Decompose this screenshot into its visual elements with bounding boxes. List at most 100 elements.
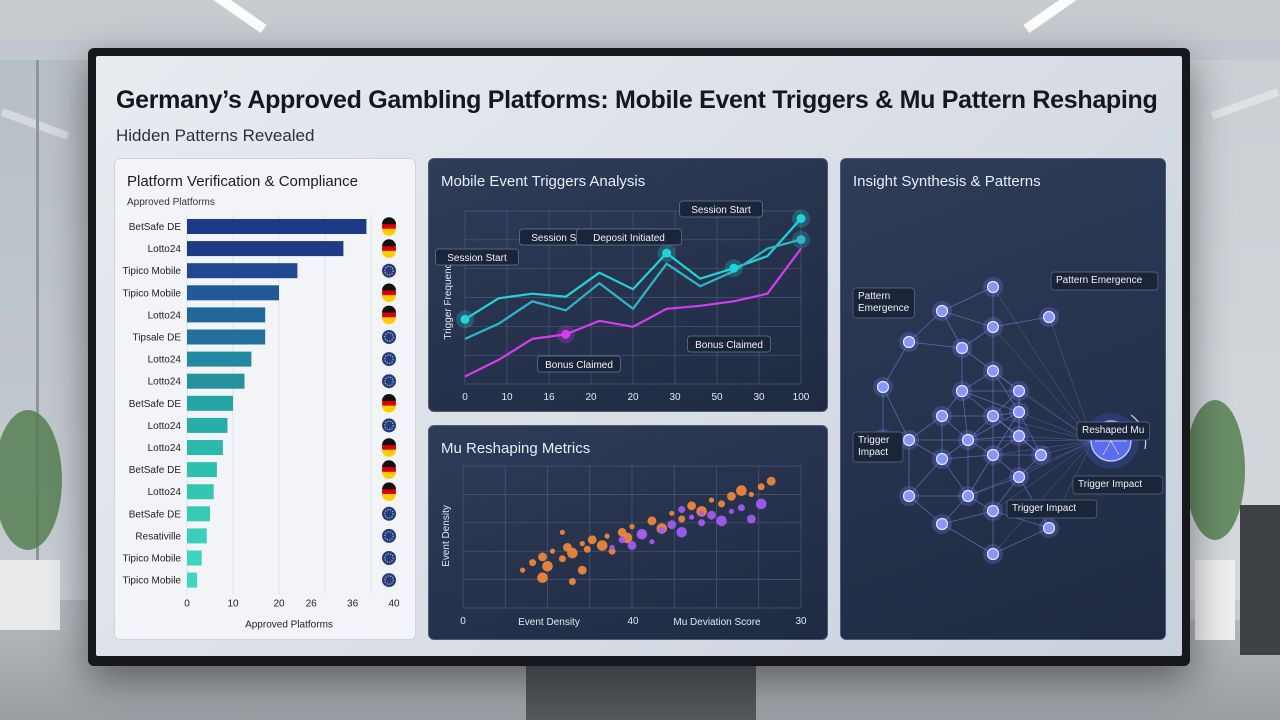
scatter-point — [718, 500, 725, 508]
scatter-point — [728, 508, 734, 514]
bar — [187, 329, 266, 345]
scatter-x-tick: 40 — [627, 616, 639, 627]
line-x-tick: 16 — [543, 392, 555, 403]
scatter-point — [687, 501, 696, 511]
network-edge — [941, 495, 969, 525]
bar — [187, 241, 344, 257]
german-flag-icon-black — [382, 394, 396, 401]
line-x-tick: 30 — [753, 392, 765, 403]
eu-stars-icon — [384, 420, 394, 431]
eu-flag-icon — [382, 330, 396, 344]
german-flag-icon-black — [382, 283, 396, 291]
scatter-point — [604, 533, 610, 539]
network-edge — [992, 510, 1050, 529]
eu-flag-icon — [382, 528, 396, 543]
scatter-point — [647, 516, 657, 526]
scatter-point — [746, 514, 756, 524]
network-node — [961, 433, 975, 447]
bar-category-label: Lotto24 — [148, 421, 182, 432]
network-edge-to-hub — [1048, 316, 1094, 442]
network-edge — [908, 439, 943, 460]
bar — [187, 506, 210, 522]
bar-x-tick: 10 — [227, 599, 239, 610]
bar — [187, 462, 217, 478]
network-edge — [941, 310, 963, 349]
scatter-point — [629, 524, 635, 530]
scatter-point — [542, 561, 553, 572]
network-edge — [967, 435, 1020, 441]
network-node — [986, 280, 1000, 294]
network-node — [986, 364, 1000, 378]
scatter-point — [618, 536, 626, 544]
network-node — [986, 547, 1000, 561]
network-edge — [992, 316, 1050, 328]
network-node — [1012, 405, 1026, 419]
mobile-event-triggers-panel: Mobile Event Triggers Analysis Trigger F… — [428, 158, 828, 412]
german-flag-icon-gold — [382, 449, 396, 457]
network-edge — [961, 390, 969, 441]
bar — [187, 373, 245, 389]
network-node — [935, 409, 949, 423]
trigger-annotation: Session Start — [447, 253, 507, 264]
eu-stars-icon — [384, 553, 394, 563]
scatter-point — [568, 578, 576, 585]
network-edge-to-hub — [1040, 440, 1094, 456]
scatter-point — [558, 555, 566, 563]
scatter-point — [707, 510, 716, 520]
trigger-point — [796, 214, 806, 224]
line-x-tick: 50 — [711, 392, 723, 403]
scatter-point — [669, 510, 675, 516]
platforms-bar-chart: Approved Platforms BetSafe DE Lotto24 Tipic… — [122, 197, 400, 631]
network-node — [986, 504, 1000, 518]
network-edge — [941, 310, 994, 328]
bar-category-label: BetSafe DE — [129, 509, 182, 520]
monitor-stand — [526, 666, 756, 720]
network-edge — [908, 341, 963, 349]
scatter-point — [676, 527, 687, 538]
network-label-box — [1076, 421, 1151, 441]
bar-category-label: BetSafe DE — [129, 465, 182, 476]
panel-title-mu: Mu Reshaping Metrics — [441, 440, 591, 457]
scatter-point — [583, 545, 591, 553]
bar — [187, 440, 223, 455]
scatter-x-tick: 0 — [460, 616, 466, 627]
network-edge — [908, 310, 943, 343]
monitor: Germany’s Approved Gambling Platforms: M… — [88, 48, 1190, 666]
bar — [187, 307, 266, 323]
network-label: Emergence — [858, 303, 910, 314]
german-flag-icon-gold — [382, 250, 396, 258]
network-label: Trigger Impact — [1078, 479, 1142, 490]
scatter-point — [748, 491, 754, 497]
network-edge-to-hub — [992, 286, 1094, 442]
eu-flag-icon — [382, 418, 396, 433]
scatter-point — [636, 528, 648, 540]
bar-category-label: Lotto24 — [148, 355, 182, 366]
network-edge — [882, 341, 910, 388]
scatter-x-axis-label: Mu Deviation Score — [673, 617, 761, 628]
eu-flag-icon — [382, 551, 396, 565]
eu-stars-icon — [384, 509, 394, 519]
network-edge-to-hub — [992, 370, 1094, 442]
german-flag-icon-gold — [382, 228, 396, 236]
mu-scatter-chart: Event Density 0 40 30 Event Density Mu Deviat… — [441, 465, 807, 628]
bar-category-label: Tipico Mobile — [122, 576, 181, 587]
trigger-annotation: Session Start — [691, 205, 751, 216]
scatter-x-tick: 30 — [795, 616, 807, 627]
bar-x-tick: 0 — [184, 599, 190, 610]
bar-category-label: Tipico Mobile — [122, 554, 181, 565]
german-flag-icon-black — [382, 438, 396, 446]
dashboard-title: Germany’s Approved Gambling Platforms: M… — [116, 86, 1158, 114]
bar-category-label: Lotto24 — [148, 487, 182, 498]
network-edge — [908, 495, 943, 525]
bar-category-label: BetSafe DE — [129, 399, 182, 410]
german-flag-icon-gold — [382, 295, 396, 303]
network-edge-to-hub — [992, 440, 1094, 555]
network-edge-to-hub — [967, 439, 1094, 442]
bar-x-tick: 40 — [388, 599, 400, 610]
german-flag-icon-gold — [382, 494, 396, 501]
network-node — [902, 335, 916, 349]
scatter-point — [520, 567, 526, 573]
network-edge — [967, 411, 1020, 441]
eu-stars-icon — [384, 265, 394, 276]
